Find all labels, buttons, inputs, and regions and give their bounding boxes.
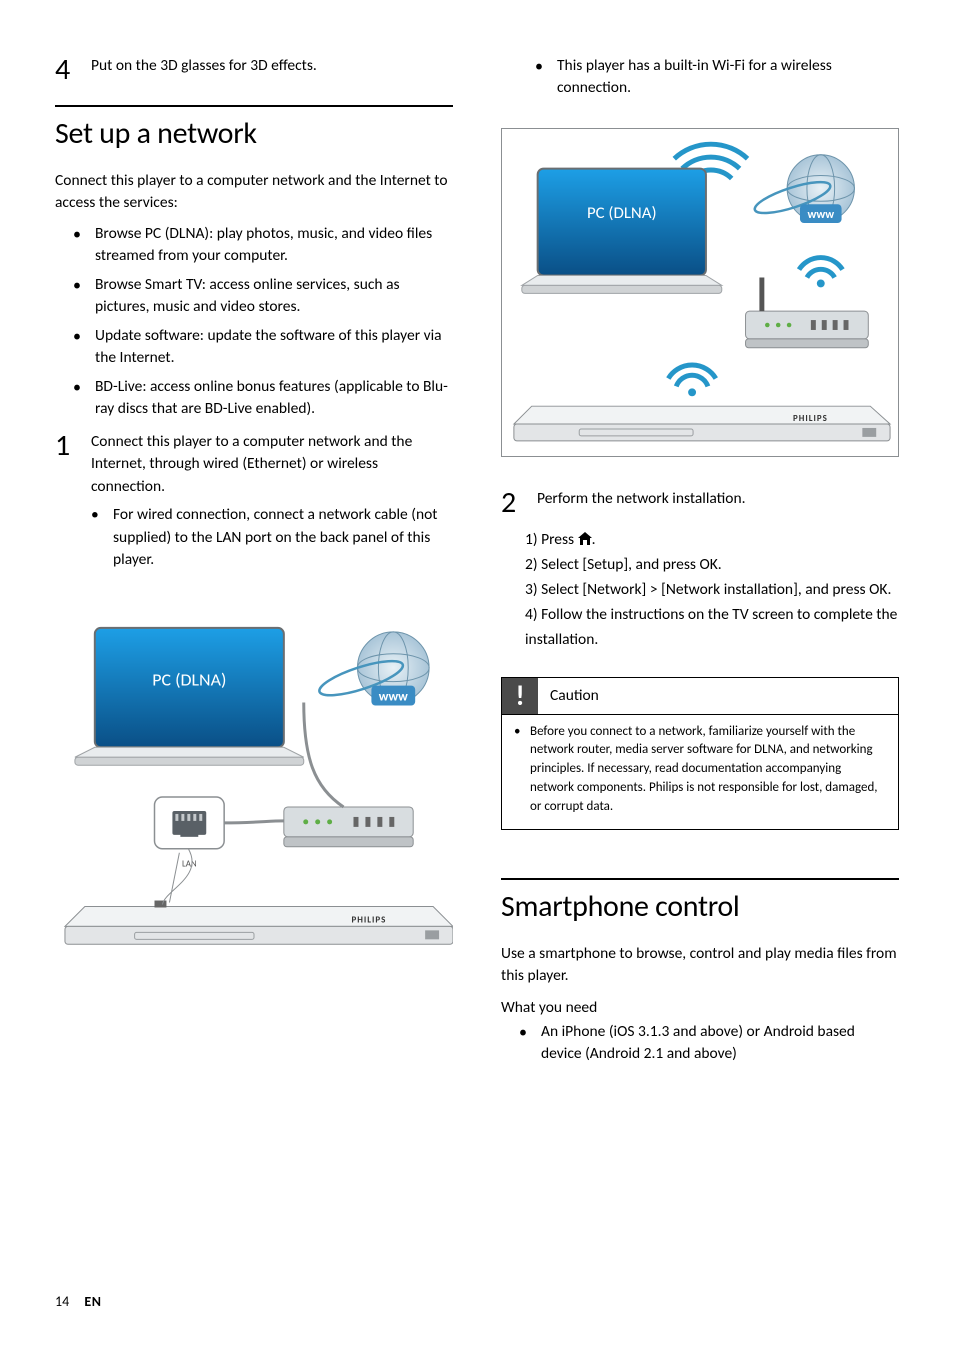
laptop-icon: PC (DLNA) — [522, 169, 722, 294]
lan-text: LAN — [182, 858, 197, 869]
section-divider — [501, 878, 899, 880]
feature-item: Update software: update the software of … — [73, 325, 453, 370]
what-you-need-heading: What you need — [501, 998, 899, 1017]
t: Select — [538, 580, 583, 599]
pc-dlna-label: PC (DLNA) — [152, 668, 226, 690]
wifi-note: This player has a built-in Wi-Fi for a w… — [535, 55, 899, 100]
section-title-network: Set up a network — [55, 115, 453, 152]
t: OK — [869, 580, 887, 599]
t: . — [718, 555, 722, 574]
cable-icon — [224, 820, 284, 822]
caution-box: ! Caution Before you connect to a networ… — [501, 677, 899, 830]
instr-line: 2) Select [Setup], and press OK. — [525, 553, 899, 578]
feature-label: Browse Smart TV: — [95, 275, 206, 294]
requirements-list: An iPhone (iOS 3.1.3 and above) or Andro… — [519, 1021, 899, 1066]
instr-line: 3) Select [Network] > [Network installat… — [525, 578, 899, 603]
step-text: Put on the 3D glasses for 3D effects. — [91, 55, 453, 77]
brand-label: PHILIPS — [352, 914, 387, 925]
t: , and press — [798, 580, 869, 599]
wifi-icon — [799, 257, 843, 287]
step-1: 1 Connect this player to a computer netw… — [55, 431, 453, 572]
feature-label: Update software: — [95, 326, 204, 345]
wireless-network-diagram: PC (DLNA) www — [501, 128, 899, 457]
section-divider — [55, 105, 453, 107]
page-footer: 14 EN — [55, 1293, 101, 1310]
cable-icon — [304, 702, 344, 806]
step-2: 2 Perform the network installation. — [501, 488, 899, 518]
ord: 4) — [525, 605, 538, 624]
left-column: 4 Put on the 3D glasses for 3D effects. … — [55, 55, 453, 1076]
feature-text: access online bonus features (applicable… — [95, 377, 448, 418]
pc-dlna-label: PC (DLNA) — [587, 202, 657, 223]
instr-line: 4) Follow the instructions on the TV scr… — [525, 603, 899, 653]
globe-icon: www — [752, 155, 855, 223]
ord: 3) — [525, 580, 538, 599]
t: Select — [538, 555, 583, 574]
right-column: This player has a built-in Wi-Fi for a w… — [501, 55, 899, 1076]
t: Follow the instructions on the TV screen… — [525, 605, 897, 649]
www-label: www — [807, 208, 834, 222]
installation-steps: 1) Press . 2) Select [Setup], and press … — [525, 528, 899, 653]
requirement-item: An iPhone (iOS 3.1.3 and above) or Andro… — [519, 1021, 899, 1066]
caution-header: ! Caution — [502, 678, 898, 715]
feature-item: BD-Live: access online bonus features (a… — [73, 376, 453, 421]
step-1-subitem: For wired connection, connect a network … — [91, 504, 453, 571]
ord: 1) — [525, 530, 538, 549]
t: Press — [538, 530, 578, 549]
laptop-icon: PC (DLNA) — [75, 627, 304, 764]
step-4: 4 Put on the 3D glasses for 3D effects. — [55, 55, 453, 85]
t: , and press — [628, 555, 699, 574]
page-number: 14 — [55, 1293, 69, 1310]
step-number: 1 — [55, 431, 77, 461]
t: OK — [699, 555, 717, 574]
instr-line: 1) Press . — [525, 528, 899, 554]
language-code: EN — [84, 1293, 101, 1310]
step-text: Perform the network installation. — [537, 488, 899, 510]
router-icon — [284, 806, 413, 846]
network-feature-list: Browse PC (DLNA): play photos, music, an… — [73, 223, 453, 421]
www-label: www — [379, 689, 408, 704]
globe-icon: www — [316, 631, 429, 705]
home-icon — [578, 529, 592, 554]
network-intro: Connect this player to a computer networ… — [55, 170, 453, 215]
step-1-text: Connect this player to a computer networ… — [91, 432, 412, 496]
wifi-bullet: This player has a built-in Wi-Fi for a w… — [535, 55, 899, 100]
t: > — [646, 580, 661, 599]
t: [Network installation] — [661, 580, 798, 599]
step-number: 2 — [501, 488, 523, 518]
ord: 2) — [525, 555, 538, 574]
t: [Setup] — [582, 555, 628, 574]
caution-body: Before you connect to a network, familia… — [502, 715, 898, 829]
router-icon — [746, 277, 869, 347]
wired-network-diagram: PC (DLNA) www — [55, 608, 453, 966]
caution-label: Caution — [538, 686, 599, 705]
player-icon: PHILIPS — [514, 406, 890, 441]
feature-label: Browse PC (DLNA): — [95, 224, 213, 243]
t: . — [887, 580, 891, 599]
t: [Network] — [582, 580, 646, 599]
feature-item: Browse Smart TV: access online services,… — [73, 274, 453, 319]
caution-icon: ! — [502, 678, 538, 714]
feature-item: Browse PC (DLNA): play photos, music, an… — [73, 223, 453, 268]
caution-text: Before you connect to a network, familia… — [514, 723, 886, 817]
player-icon: PHILIPS — [65, 900, 453, 944]
step-text: Connect this player to a computer networ… — [91, 431, 453, 572]
wifi-icon — [668, 365, 716, 396]
lan-label: LAN — [216, 528, 242, 547]
step-number: 4 — [55, 55, 77, 85]
section-title-smartphone: Smartphone control — [501, 888, 899, 925]
brand-label: PHILIPS — [793, 414, 828, 424]
smartphone-intro: Use a smartphone to browse, control and … — [501, 943, 899, 988]
feature-label: BD-Live: — [95, 377, 147, 396]
